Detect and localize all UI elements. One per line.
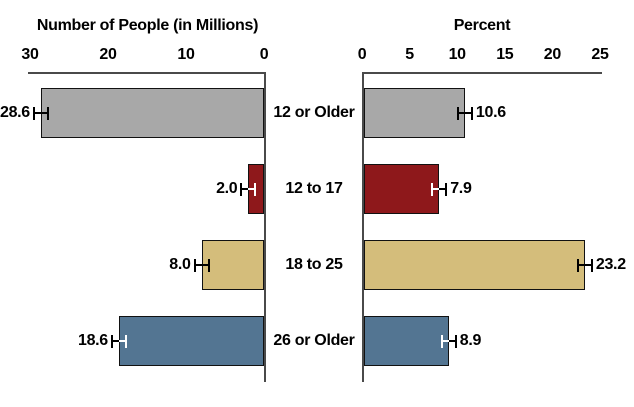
error-bar-line <box>248 188 256 190</box>
error-bar-line <box>439 188 447 190</box>
error-bar-line <box>194 264 202 266</box>
category-label-26-or-older: 26 or Older <box>273 332 355 349</box>
value-label-people-26-or-older: 18.6 <box>77 332 108 349</box>
error-bar-line <box>432 188 440 190</box>
error-bar-line <box>201 264 209 266</box>
percent-bar-12-to-17 <box>364 164 440 214</box>
error-bar-cap <box>590 258 593 272</box>
category-label-18-to-25: 18 to 25 <box>285 256 343 273</box>
error-bar-cap <box>32 106 35 120</box>
value-label-people-18-to-25: 8.0 <box>169 256 191 273</box>
people-bar-26-or-older <box>118 316 264 366</box>
percent-bar-26-or-older <box>364 316 449 366</box>
category-label-12-to-17: 12 to 17 <box>285 180 343 197</box>
right-axis-tick-25: 25 <box>591 46 609 63</box>
value-label-percent-12-to-17: 7.9 <box>450 180 472 197</box>
error-bar-line <box>40 112 48 114</box>
error-bar-cap <box>445 182 448 196</box>
right-axis-title: Percent <box>453 17 511 34</box>
percent-bar-18-to-25 <box>364 240 585 290</box>
error-bar-cap <box>470 106 473 120</box>
error-bar-cap <box>440 334 443 348</box>
value-label-percent-18-to-25: 23.2 <box>595 256 626 273</box>
left-axis-tick-30: 30 <box>21 46 39 63</box>
error-bar-cap <box>254 182 257 196</box>
right-axis-tick-15: 15 <box>496 46 514 63</box>
error-bar-line <box>448 340 456 342</box>
right-axis-line <box>362 72 602 74</box>
error-bar-line <box>577 264 585 266</box>
error-bar-cap <box>193 258 196 272</box>
error-bar-cap <box>46 106 49 120</box>
right-axis-tick-0: 0 <box>357 46 367 63</box>
error-bar-line <box>584 264 592 266</box>
percent-bar-12-or-older <box>364 88 465 138</box>
value-label-people-12-to-17: 2.0 <box>216 180 238 197</box>
error-bar-line <box>33 112 41 114</box>
value-label-people-12-or-older: 28.6 <box>0 104 30 121</box>
left-axis-tick-20: 20 <box>99 46 117 63</box>
left-axis-tick-10: 10 <box>177 46 195 63</box>
error-bar-cap <box>576 258 579 272</box>
value-label-percent-26-or-older: 8.9 <box>459 332 482 349</box>
error-bar-cap <box>207 258 210 272</box>
right-axis-tick-20: 20 <box>543 46 562 63</box>
people-bar-18-to-25 <box>201 240 264 290</box>
error-bar-cap <box>124 334 127 348</box>
value-label-percent-12-or-older: 10.6 <box>475 104 506 121</box>
left-zero-axis-line <box>264 72 266 382</box>
error-bar-line <box>241 188 249 190</box>
left-axis-line <box>28 72 266 74</box>
people-bar-12-or-older <box>40 88 264 138</box>
right-zero-axis-line <box>362 72 364 382</box>
error-bar-cap <box>240 182 243 196</box>
error-bar-cap <box>456 106 459 120</box>
right-axis-tick-5: 5 <box>405 46 414 63</box>
error-bar-cap <box>454 334 457 348</box>
error-bar-cap <box>110 334 113 348</box>
right-axis-tick-10: 10 <box>448 46 467 63</box>
error-bar-line <box>464 112 472 114</box>
category-label-12-or-older: 12 or Older <box>273 104 355 121</box>
error-bar-line <box>111 340 119 342</box>
error-bar-line <box>457 112 465 114</box>
error-bar-line <box>118 340 126 342</box>
left-axis-tick-0: 0 <box>259 46 269 63</box>
left-axis-title: Number of People (in Millions) <box>36 17 259 34</box>
error-bar-line <box>441 340 449 342</box>
error-bar-cap <box>431 182 434 196</box>
